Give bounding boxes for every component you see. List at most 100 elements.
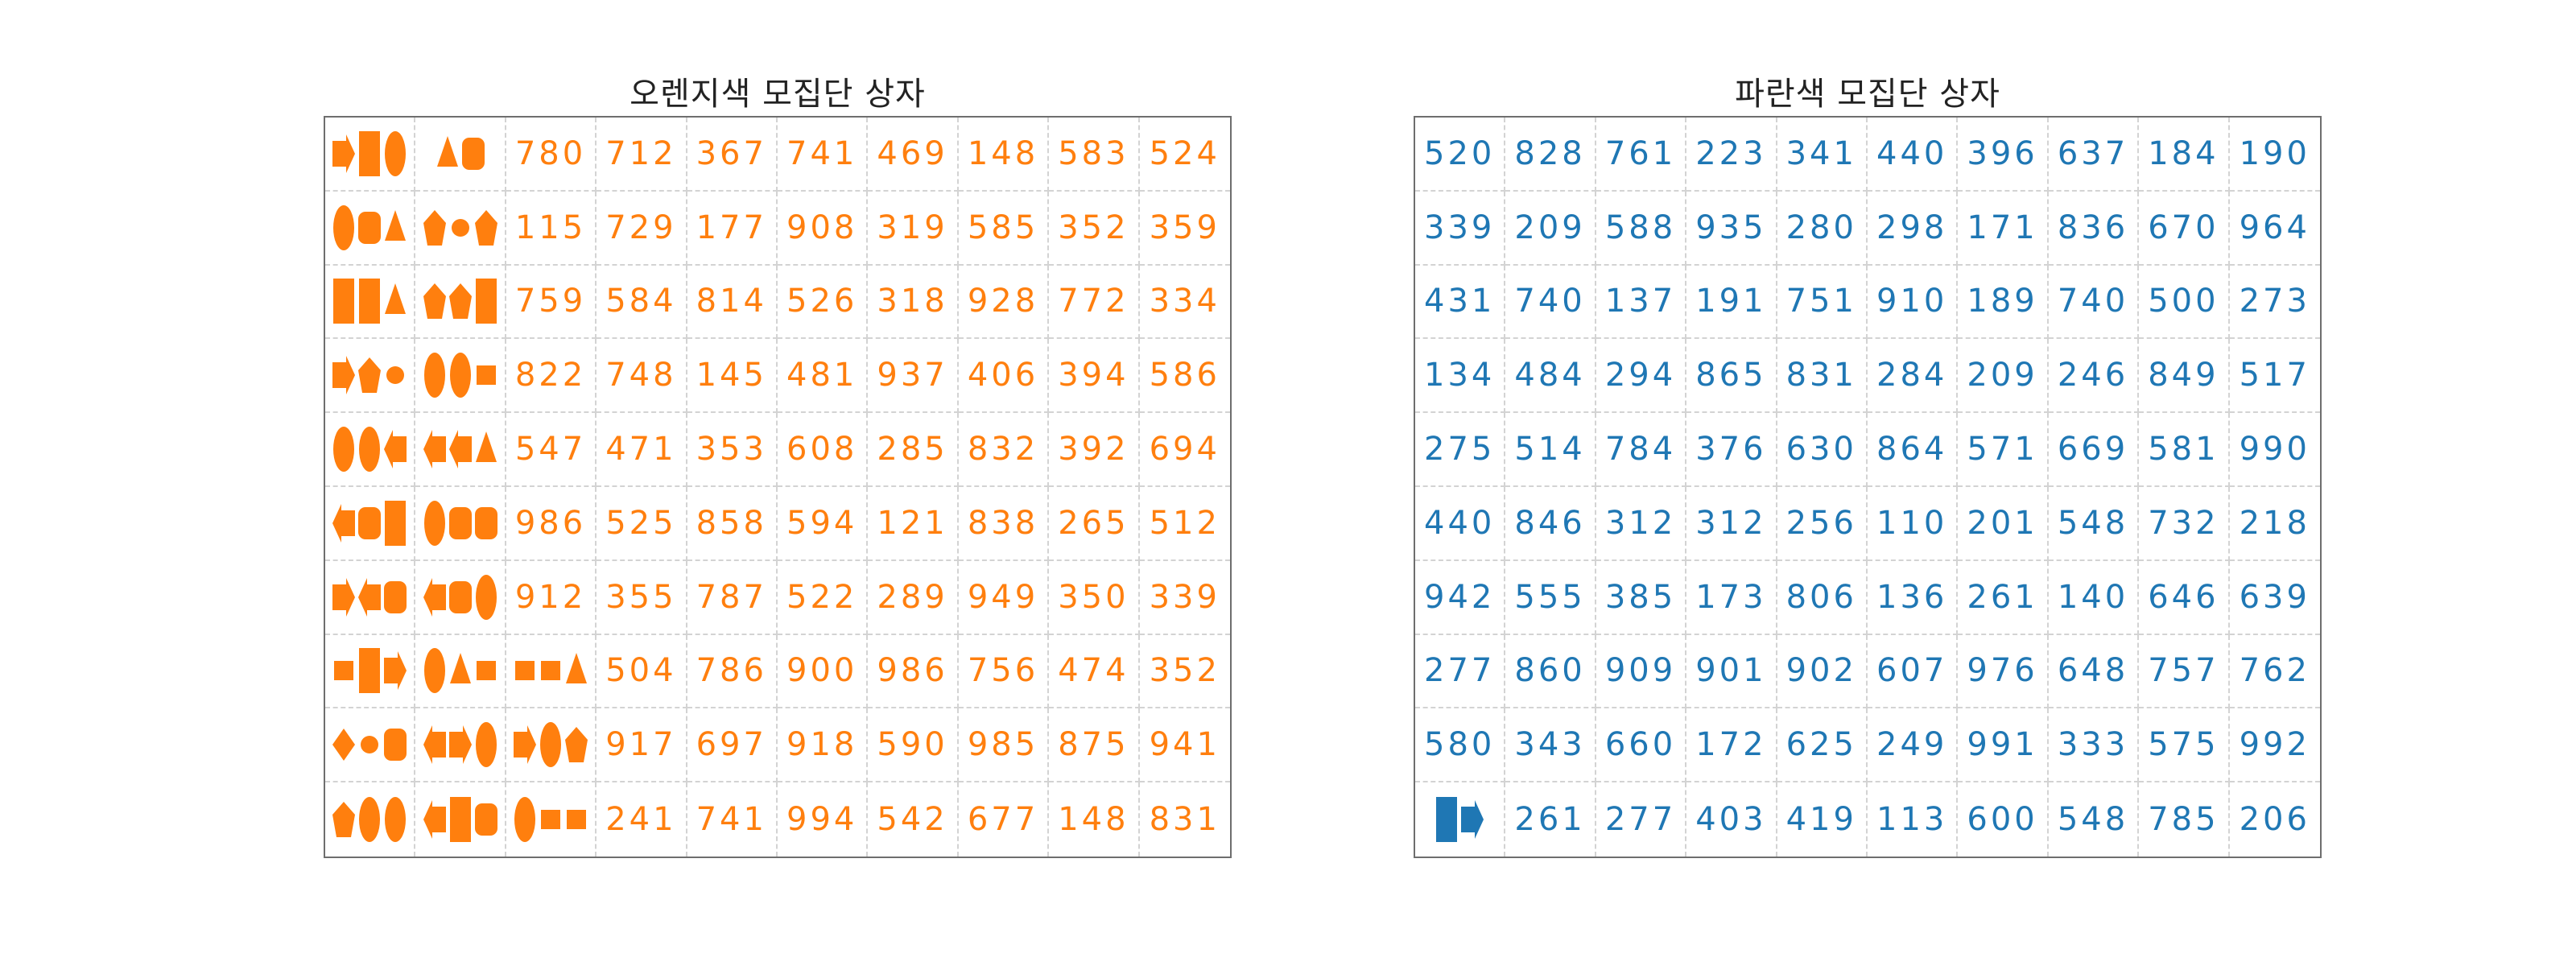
number-value: 273 (2239, 283, 2310, 320)
number-value: 902 (1785, 652, 1857, 690)
number-value: 339 (1149, 578, 1220, 616)
number-cell: 376 (1686, 413, 1777, 487)
number-cell: 646 (2139, 560, 2230, 635)
number-cell: 113 (1868, 782, 1959, 857)
number-cell: 148 (958, 118, 1050, 192)
pentagon-shape-icon (423, 209, 446, 246)
number-cell: 865 (1686, 339, 1777, 414)
number-value: 285 (877, 431, 948, 469)
number-cell: 670 (2139, 191, 2230, 266)
number-cell: 909 (1596, 634, 1687, 709)
arrow-shape-icon (384, 651, 407, 691)
number-cell: 864 (1868, 413, 1959, 487)
orange-panel-title: 오렌지색 모집단 상자 (630, 76, 926, 113)
number-value: 334 (1149, 283, 1220, 320)
number-cell: 312 (1686, 487, 1777, 561)
shape-group-cell (325, 634, 416, 709)
number-cell: 526 (778, 265, 869, 340)
number-cell: 806 (1777, 560, 1868, 635)
shape-icon (332, 130, 407, 176)
shape-icon (423, 430, 497, 469)
ellipse-shape-icon (423, 500, 445, 546)
shape-group-cell (415, 560, 506, 635)
rect-shape-icon (385, 500, 407, 546)
shape-icon (423, 209, 497, 246)
number-cell: 741 (778, 118, 869, 192)
pentagon-shape-icon (474, 209, 497, 246)
number-cell: 928 (958, 265, 1050, 340)
number-cell: 949 (958, 560, 1050, 635)
number-value: 964 (2239, 208, 2310, 246)
number-value: 941 (1149, 726, 1220, 764)
square-shape-icon (476, 365, 496, 386)
number-value: 584 (605, 283, 677, 320)
number-value: 526 (786, 283, 858, 320)
number-value: 583 (1058, 134, 1129, 172)
number-value: 201 (1967, 504, 2038, 542)
number-cell: 339 (1415, 191, 1506, 266)
number-value: 298 (1876, 208, 1948, 246)
number-cell: 256 (1777, 487, 1868, 561)
ellipse-shape-icon (449, 353, 471, 398)
number-value: 637 (2057, 134, 2129, 172)
shape-icon (423, 797, 497, 843)
number-cell: 630 (1777, 413, 1868, 487)
number-value: 148 (1058, 801, 1129, 839)
number-value: 520 (1424, 134, 1496, 172)
number-cell: 910 (1868, 265, 1959, 340)
number-cell: 261 (1958, 560, 2049, 635)
number-cell: 838 (958, 487, 1050, 561)
number-value: 241 (605, 801, 677, 839)
number-value: 145 (696, 357, 767, 394)
leftarrow-shape-icon (423, 430, 446, 469)
number-value: 625 (1785, 726, 1857, 764)
pentagon-shape-icon (448, 283, 472, 320)
number-cell: 284 (1868, 339, 1959, 414)
number-cell: 294 (1596, 339, 1687, 414)
pentagon-shape-icon (423, 283, 446, 320)
number-cell: 173 (1686, 560, 1777, 635)
number-value: 189 (1967, 283, 2038, 320)
blue-panel-title: 파란색 모집단 상자 (1735, 76, 2000, 113)
triangle-shape-icon (385, 209, 407, 241)
number-value: 517 (2239, 357, 2310, 394)
pentagon-shape-icon (564, 727, 588, 763)
number-cell: 917 (597, 708, 687, 783)
rect-shape-icon (359, 279, 381, 324)
number-cell: 991 (1958, 708, 2049, 783)
number-cell: 115 (506, 191, 597, 266)
shape-group-cell (415, 265, 506, 340)
shape-group-cell (415, 708, 506, 783)
number-value: 471 (605, 431, 677, 469)
triangle-shape-icon (436, 135, 458, 167)
number-value: 394 (1058, 357, 1129, 394)
number-value: 312 (1695, 504, 1767, 542)
number-value: 669 (2057, 431, 2129, 469)
ellipse-shape-icon (514, 797, 535, 843)
number-cell: 145 (687, 339, 778, 414)
number-value: 607 (1876, 652, 1948, 690)
number-cell: 419 (1777, 782, 1868, 857)
number-value: 909 (1604, 652, 1677, 690)
number-cell: 588 (1596, 191, 1687, 266)
number-value: 419 (1785, 801, 1857, 839)
number-cell: 517 (2229, 339, 2320, 414)
number-cell: 990 (2229, 413, 2320, 487)
number-cell: 318 (868, 265, 959, 340)
number-value: 751 (1785, 283, 1857, 320)
shape-group-cell (325, 560, 416, 635)
number-value: 512 (1149, 504, 1220, 542)
number-cell: 352 (1139, 635, 1230, 709)
circle-shape-icon (361, 736, 379, 754)
number-value: 991 (1967, 726, 2038, 764)
number-value: 732 (2148, 504, 2219, 542)
number-value: 594 (786, 504, 858, 542)
number-cell: 785 (2139, 782, 2230, 857)
number-value: 343 (1514, 726, 1586, 764)
shape-group-cell (325, 191, 416, 266)
number-value: 115 (514, 208, 587, 246)
shape-icon (333, 427, 407, 473)
number-cell: 590 (868, 708, 959, 783)
leftarrow-shape-icon (423, 725, 446, 765)
rounded-shape-icon (358, 506, 382, 539)
